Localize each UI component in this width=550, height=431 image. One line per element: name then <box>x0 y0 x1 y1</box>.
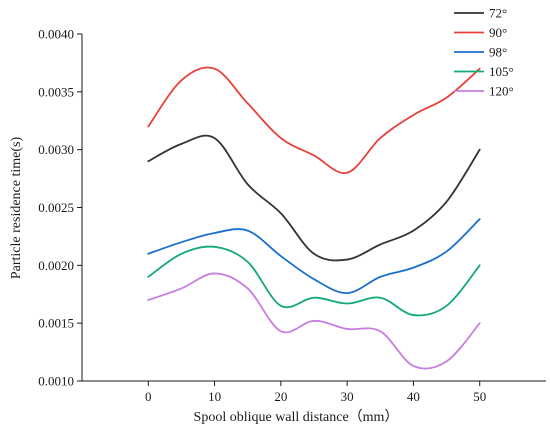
series-line-98 <box>147 218 481 294</box>
legend-label-90: 90° <box>489 25 507 40</box>
x-tick-label: 30 <box>341 389 354 404</box>
y-tick-label: 0.0040 <box>38 27 74 42</box>
legend-label-105: 105° <box>489 64 514 79</box>
x-tick-label: 0 <box>145 389 152 404</box>
series-line-72 <box>147 134 481 262</box>
y-tick-label: 0.0010 <box>38 374 74 389</box>
y-tick-label: 0.0025 <box>38 200 74 215</box>
series-layer <box>147 66 481 370</box>
legend: 72° 90° 98° 105° 120° <box>454 6 514 99</box>
y-axis-label: Particle residence time(s) <box>9 137 24 280</box>
series-line-120 <box>147 272 481 370</box>
x-axis-label: Spool oblique wall distance（mm） <box>194 409 399 425</box>
x-tick-label: 10 <box>208 389 221 404</box>
legend-label-98: 98° <box>489 45 507 60</box>
x-tick-label: 40 <box>407 389 420 404</box>
y-tick-label: 0.0035 <box>38 84 74 99</box>
legend-label-72: 72° <box>489 6 507 21</box>
axes: 0.0010 0.0015 0.0020 0.0025 0.0030 0.0035 0.00… <box>38 27 546 404</box>
y-tick-label: 0.0015 <box>38 316 74 331</box>
y-tick-label: 0.0020 <box>38 258 74 273</box>
legend-label-120: 120° <box>489 84 514 99</box>
x-tick-label: 20 <box>274 389 287 404</box>
y-tick-label: 0.0030 <box>38 142 74 157</box>
x-tick-label: 50 <box>473 389 486 404</box>
series-line-105 <box>147 245 481 317</box>
series-line-90 <box>147 66 481 175</box>
